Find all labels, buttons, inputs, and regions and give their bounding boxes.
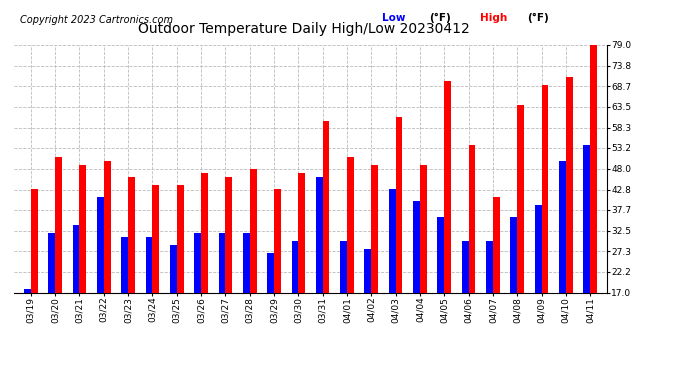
Bar: [72, 225, 79, 360]
Bar: [486, 241, 493, 360]
Bar: [97, 197, 104, 360]
Bar: [31, 189, 38, 360]
Bar: [243, 232, 250, 360]
Bar: [347, 157, 354, 360]
Bar: [226, 177, 233, 360]
Bar: [24, 288, 31, 360]
Bar: [298, 173, 305, 360]
Bar: [371, 165, 378, 360]
Bar: [518, 105, 524, 360]
Bar: [583, 145, 590, 360]
Bar: [535, 205, 542, 360]
Bar: [104, 161, 110, 360]
Bar: [542, 85, 549, 360]
Bar: [469, 145, 475, 360]
Bar: [121, 237, 128, 360]
Text: (°F): (°F): [429, 13, 451, 23]
Bar: [437, 217, 444, 360]
Bar: [267, 253, 274, 360]
Bar: [48, 232, 55, 360]
Bar: [395, 117, 402, 360]
Bar: [364, 249, 371, 360]
Bar: [566, 77, 573, 360]
Bar: [152, 185, 159, 360]
Bar: [511, 217, 518, 360]
Text: Copyright 2023 Cartronics.com: Copyright 2023 Cartronics.com: [20, 15, 172, 25]
Bar: [413, 201, 420, 360]
Bar: [170, 244, 177, 360]
Bar: [420, 165, 426, 360]
Bar: [340, 241, 347, 360]
Bar: [590, 45, 597, 360]
Bar: [316, 177, 323, 360]
Bar: [323, 121, 329, 360]
Bar: [177, 185, 184, 360]
Bar: [146, 237, 152, 360]
Bar: [444, 81, 451, 360]
Bar: [250, 169, 257, 360]
Bar: [292, 241, 298, 360]
Text: Outdoor Temperature Daily High/Low 20230412: Outdoor Temperature Daily High/Low 20230…: [138, 22, 469, 36]
Bar: [195, 232, 201, 360]
Bar: [128, 177, 135, 360]
Text: (°F): (°F): [527, 13, 549, 23]
Bar: [388, 189, 395, 360]
Bar: [55, 157, 62, 360]
Bar: [559, 161, 566, 360]
Bar: [219, 232, 226, 360]
Text: High: High: [480, 13, 507, 23]
Bar: [274, 189, 281, 360]
Text: Low: Low: [382, 13, 405, 23]
Bar: [201, 173, 208, 360]
Bar: [493, 197, 500, 360]
Bar: [79, 165, 86, 360]
Bar: [462, 241, 469, 360]
